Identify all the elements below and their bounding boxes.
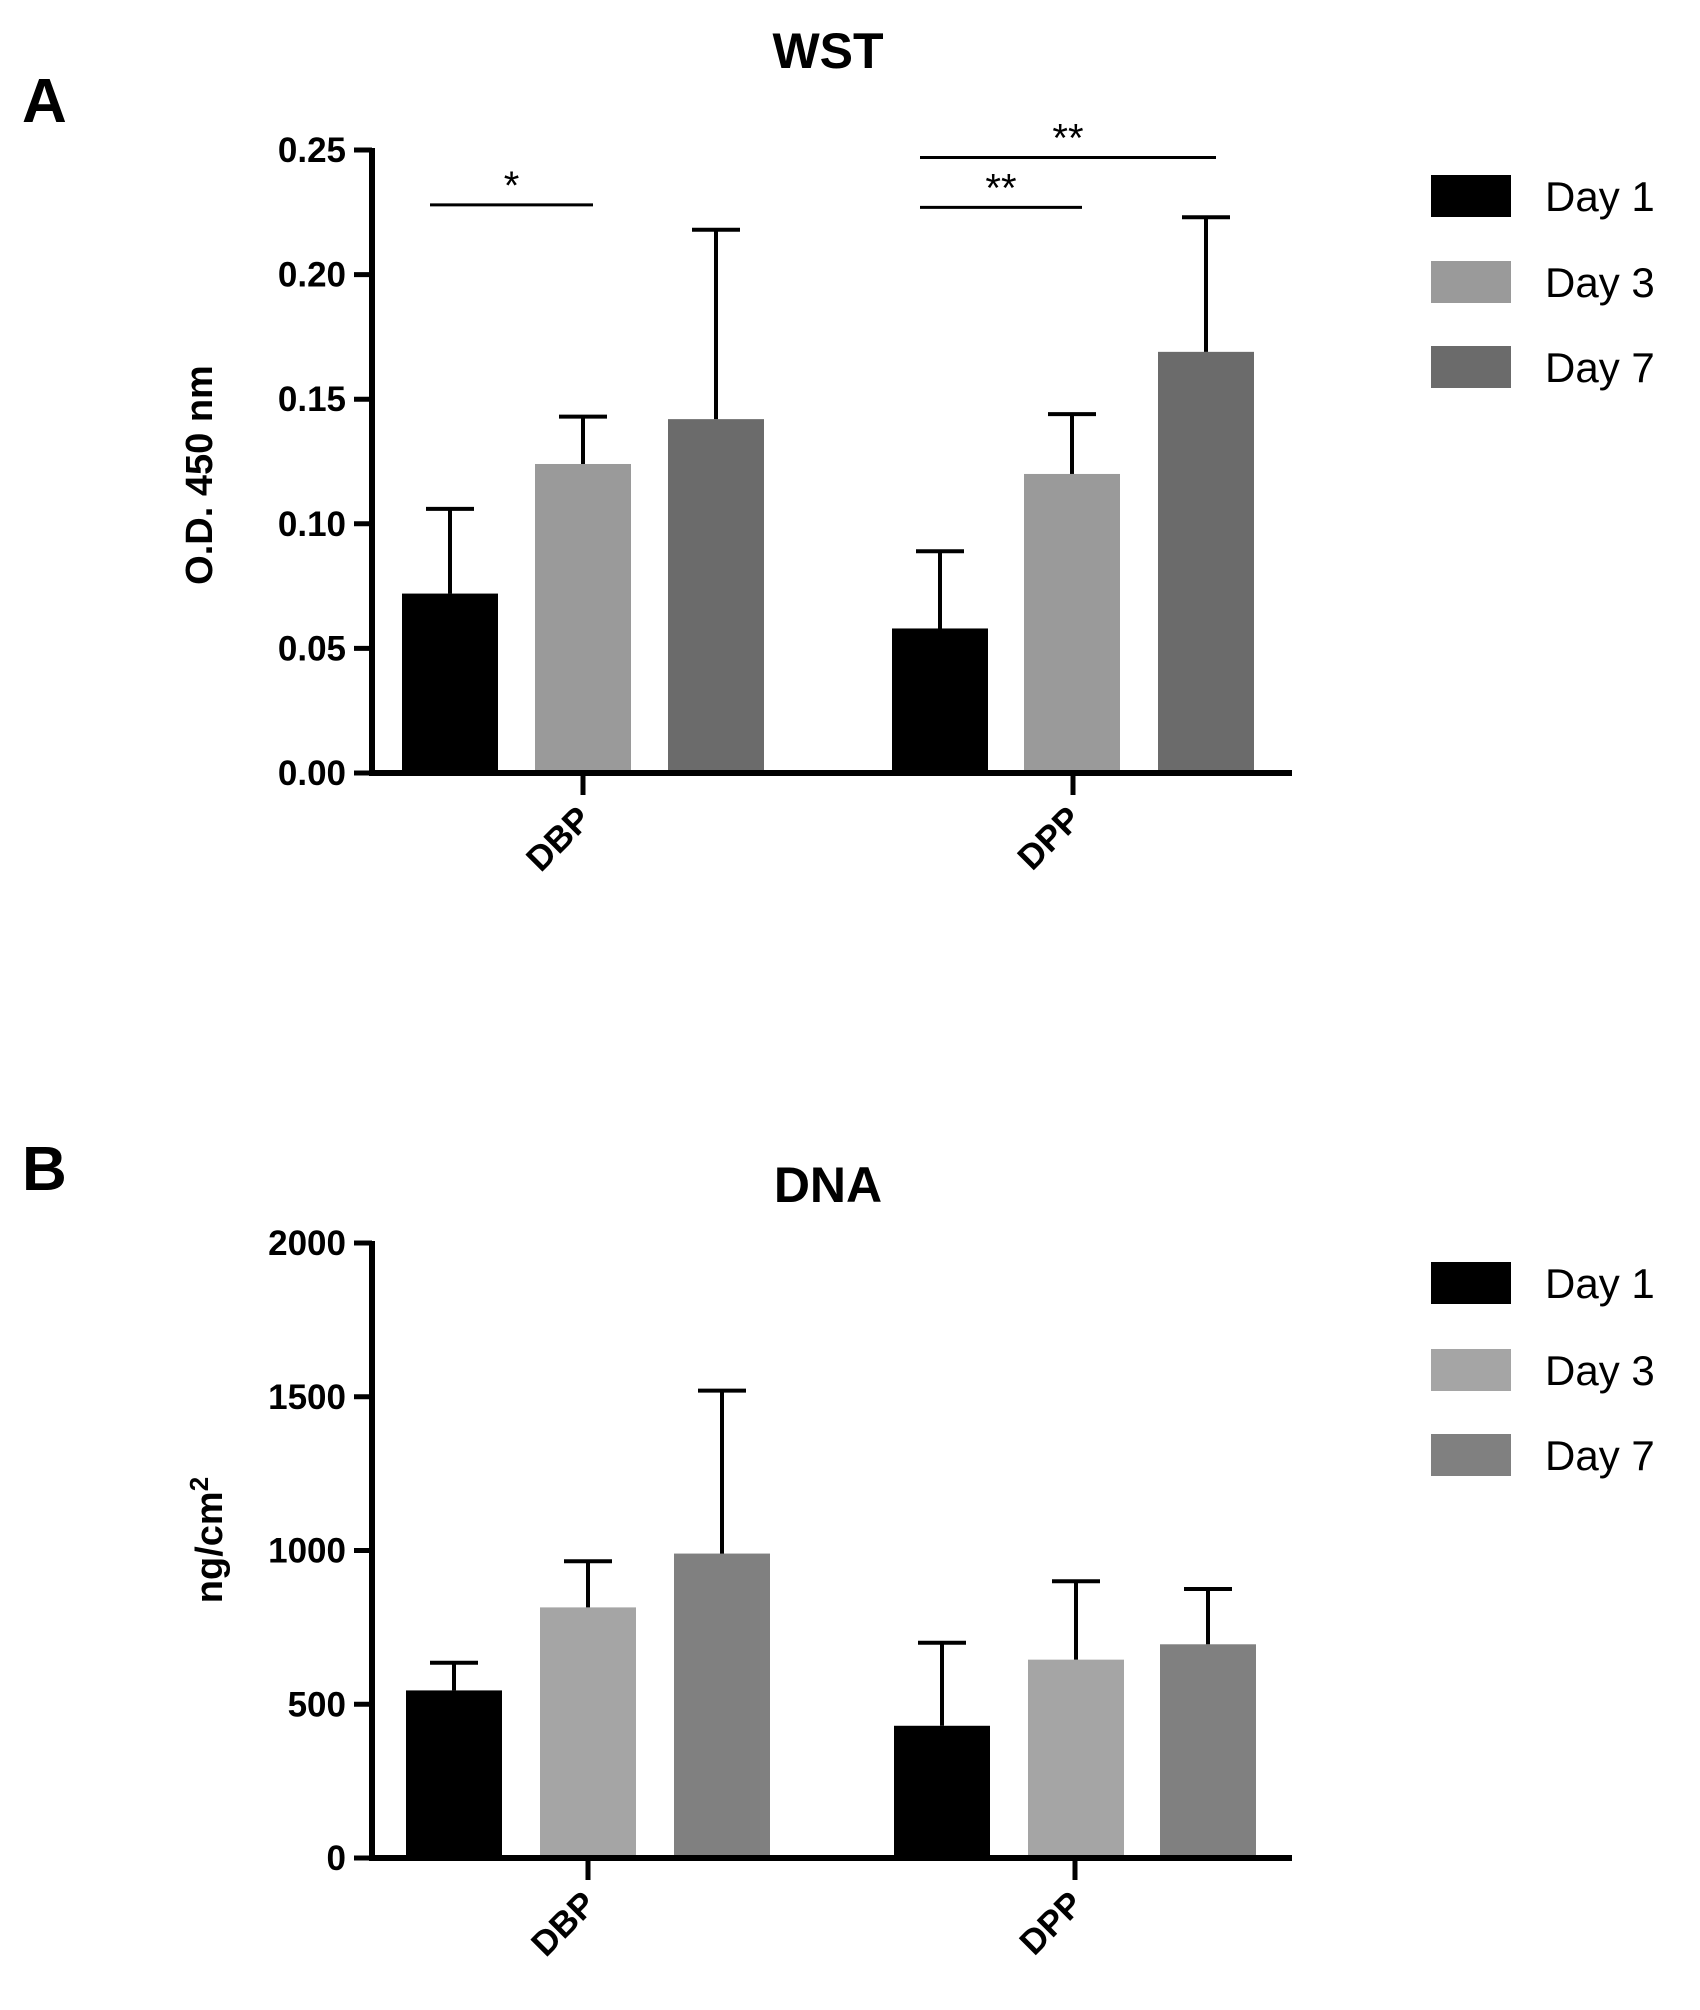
category-label-dbp: DBP	[524, 1884, 604, 1964]
legend-swatch-day-3	[1431, 261, 1511, 303]
y-tick-label: 2000	[268, 1224, 346, 1263]
y-tick-label: 500	[288, 1685, 346, 1724]
category-label-dpp: DPP	[1012, 1884, 1090, 1962]
legend-a: Day 1 Day 3 Day 7	[1431, 173, 1655, 391]
significance-label: **	[985, 166, 1016, 210]
legend-label-day-7: Day 7	[1545, 344, 1655, 391]
legend-label-day-1: Day 1	[1545, 1260, 1655, 1307]
legend-label-day-1: Day 1	[1545, 173, 1655, 220]
y-tick-label: 0	[327, 1839, 346, 1878]
y-axis-label-ng: ng/cm2	[184, 1477, 231, 1603]
y-tick-label: 0.05	[278, 629, 346, 668]
panel-letter-b: B	[22, 1135, 67, 1204]
bar-dbp-day-3	[540, 1607, 636, 1858]
y-ticks-b: 0 500 1000 1500 2000	[268, 1224, 372, 1878]
y-ticks-a: 0.00 0.05 0.10 0.15 0.20 0.25	[278, 131, 372, 793]
bar-dpp-day-3	[1024, 473, 1120, 773]
legend-b: Day 1 Day 3 Day 7	[1431, 1260, 1655, 1479]
significance-label: **	[1052, 116, 1083, 160]
y-tick-label: 1500	[268, 1378, 346, 1417]
legend-swatch-day-1	[1431, 1262, 1511, 1304]
bar-dpp-day-1	[892, 628, 988, 773]
bar-dbp-day-7	[668, 419, 764, 773]
category-label-dbp: DBP	[519, 799, 599, 879]
y-axis-label-od: O.D. 450 nm	[179, 365, 221, 585]
y-tick-label: 0.20	[278, 256, 346, 295]
y-tick-label: 0.00	[278, 754, 346, 793]
legend-swatch-day-3	[1431, 1349, 1511, 1391]
category-label-dpp: DPP	[1010, 799, 1088, 877]
category-labels-a: DBP DPP	[519, 773, 1089, 879]
legend-label-day-3: Day 3	[1545, 259, 1655, 306]
chart-title-dna: DNA	[774, 1157, 882, 1213]
significance-brackets-a: * ****	[430, 116, 1216, 210]
y-axis-label-base: ng/cm	[189, 1491, 231, 1603]
panel-b: B DNA ng/cm2 0 500 1000 1500 2000 DBP DPP Day…	[22, 1135, 1655, 1964]
axes-b	[369, 1241, 1292, 1861]
bars-b	[406, 1388, 1256, 1858]
y-tick-label: 0.15	[278, 380, 346, 419]
chart-title-wst: WST	[772, 23, 883, 79]
y-tick-label: 1000	[268, 1532, 346, 1571]
significance-label: *	[504, 164, 520, 208]
legend-label-day-3: Day 3	[1545, 1347, 1655, 1394]
y-tick-label: 0.10	[278, 505, 346, 544]
bar-dpp-day-7	[1160, 1644, 1256, 1858]
legend-swatch-day-7	[1431, 346, 1511, 388]
bar-dpp-day-7	[1158, 351, 1254, 773]
bar-dbp-day-7	[674, 1553, 770, 1858]
panel-letter-a: A	[22, 67, 67, 136]
bars-a	[402, 215, 1254, 773]
bar-dbp-day-1	[402, 593, 498, 773]
panel-a: A WST O.D. 450 nm 0.000.050.100.150.200.…	[22, 23, 1655, 879]
category-labels-b: DBP DPP	[524, 1858, 1091, 1964]
bar-dpp-day-3	[1028, 1659, 1124, 1858]
bar-dpp-day-1	[894, 1725, 990, 1858]
legend-swatch-day-1	[1431, 175, 1511, 217]
bar-dbp-day-1	[406, 1690, 502, 1858]
axes-a	[369, 148, 1292, 776]
legend-swatch-day-7	[1431, 1434, 1511, 1476]
y-tick-label: 0.25	[278, 131, 346, 170]
y-axis-label-superscript: 2	[184, 1477, 214, 1491]
legend-label-day-7: Day 7	[1545, 1432, 1655, 1479]
bar-dbp-day-3	[535, 463, 631, 773]
